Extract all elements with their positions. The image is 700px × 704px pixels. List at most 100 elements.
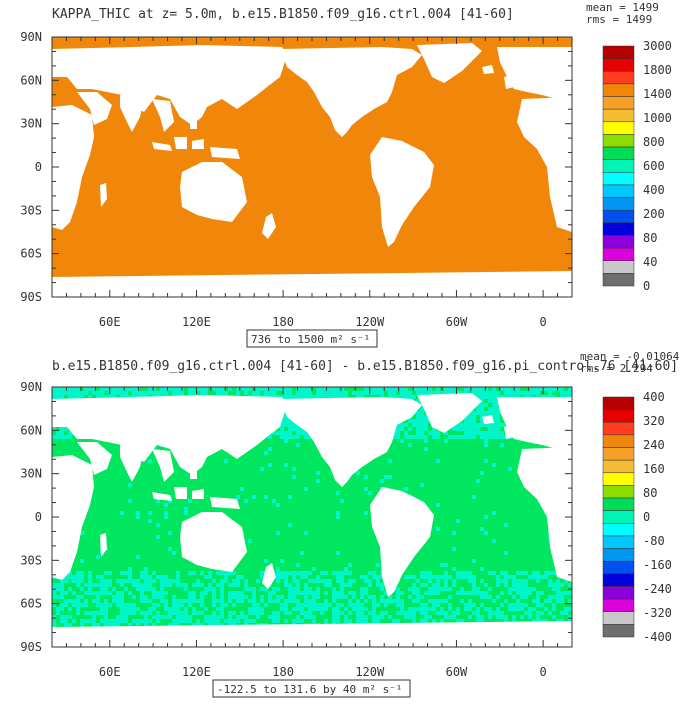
field-cell [492,483,496,487]
field-cell [232,487,236,491]
field-cell [248,467,252,471]
field-cell [276,503,280,507]
field-cell [416,439,420,443]
field-cell [472,531,476,535]
field-cell [148,511,152,515]
field-cell [256,479,260,483]
field-cell [320,515,324,519]
field-cell [508,527,512,531]
field-cell [312,527,316,531]
field-cell [320,391,324,395]
field-cell [52,451,56,455]
field-cell [420,475,424,479]
field-cell [156,527,160,531]
field-cell [472,467,476,471]
field-cell [300,511,304,515]
field-cell [256,455,260,459]
field-cell [472,515,476,519]
field-cell [128,523,132,527]
field-cell [300,531,304,535]
field-cell [288,479,292,483]
field-cell [452,435,456,439]
field-cell [60,431,64,435]
field-cell [508,391,512,395]
field-cell [216,479,220,483]
field-cell [292,503,296,507]
field-cell [240,463,244,467]
field-cell [480,395,484,399]
field-cell [236,495,240,499]
field-cell [396,443,400,447]
field-cell [300,447,304,451]
field-cell [184,511,188,515]
field-cell [492,503,496,507]
field-cell [108,523,112,527]
field-cell [176,507,180,511]
field-cell [488,427,492,431]
field-cell [116,451,120,455]
field-cell [496,507,500,511]
field-cell [256,519,260,523]
field-cell [292,395,296,399]
field-cell [360,499,364,503]
field-cell [260,527,264,531]
field-cell [448,491,452,495]
y-tick-label: 60N [20,73,42,87]
field-cell [316,495,320,499]
field-cell [108,495,112,499]
field-cell [332,511,336,515]
field-cell [472,527,476,531]
field-cell [412,447,416,451]
field-cell [484,407,488,411]
field-cell [300,439,304,443]
field-cell [432,507,436,511]
field-cell [292,435,296,439]
field-cell [100,515,104,519]
field-cell [492,423,496,427]
field-cell [332,387,336,391]
field-cell [420,467,424,471]
field-cell [360,515,364,519]
field-cell [144,467,148,471]
field-cell [176,475,180,479]
field-cell [448,515,452,519]
field-cell [68,439,72,443]
field-cell [308,459,312,463]
field-cell [488,423,492,427]
field-cell [512,463,516,467]
field-cell [416,467,420,471]
field-cell [340,523,344,527]
field-cell [452,443,456,447]
field-cell [96,391,100,395]
field-cell [516,447,520,451]
field-cell [364,479,368,483]
field-cell [452,491,456,495]
field-cell [520,495,524,499]
field-cell [468,511,472,515]
field-cell [308,515,312,519]
field-cell [100,479,104,483]
field-cell [472,431,476,435]
field-cell [284,499,288,503]
field-cell [320,531,324,535]
field-cell [272,527,276,531]
field-cell [356,471,360,475]
field-cell [464,467,468,471]
field-cell [276,451,280,455]
field-cell [428,387,432,391]
field-cell [304,471,308,475]
field-cell [544,387,548,391]
field-cell [424,491,428,495]
field-cell [480,435,484,439]
field-cell [112,507,116,511]
field-cell [168,511,172,515]
field-cell [204,471,208,475]
field-cell [396,435,400,439]
field-cell [288,439,292,443]
field-cell [492,427,496,431]
field-cell [468,487,472,491]
field-cell [316,491,320,495]
field-cell [424,391,428,395]
field-cell [512,491,516,495]
field-cell [292,427,296,431]
